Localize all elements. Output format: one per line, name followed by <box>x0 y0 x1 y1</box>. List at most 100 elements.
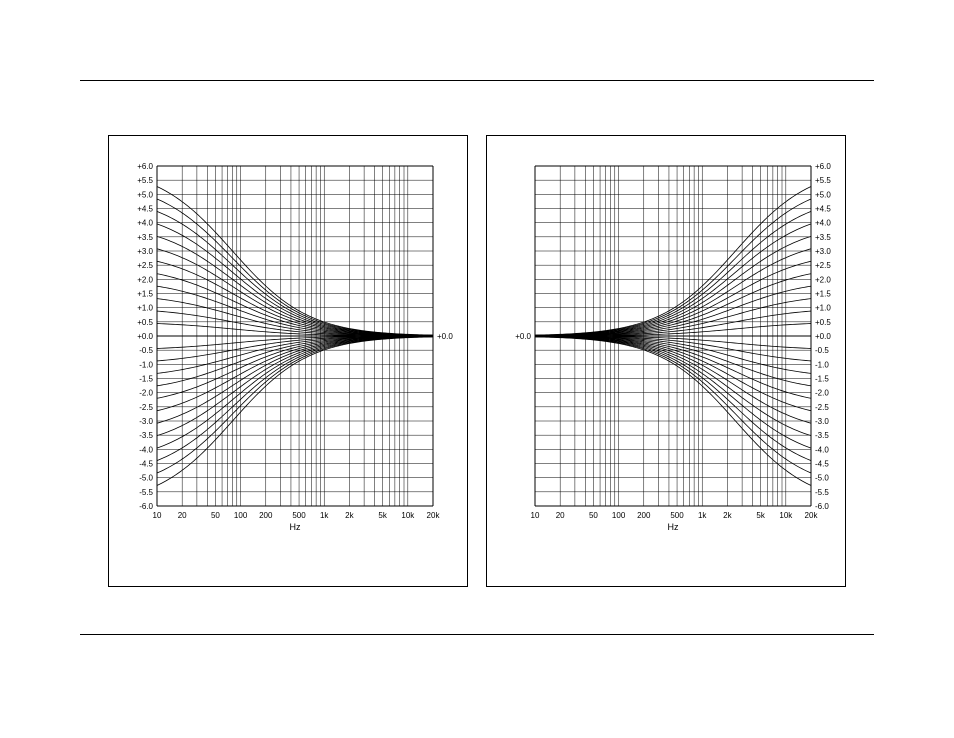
right-curve <box>535 337 811 473</box>
right-curve <box>535 311 811 336</box>
left-curve <box>157 336 433 361</box>
y-tick-label: +6.0 <box>815 162 831 171</box>
x-tick-label: 200 <box>637 511 651 520</box>
y-tick-label: +1.0 <box>815 304 831 313</box>
chart-panels: +6.0 +5.5 +5.0 +4.5 +4.0 +3.5 +3.0 +2.5 +2.0 +1.5… <box>108 135 846 587</box>
y-tick-label: +5.5 <box>815 176 831 185</box>
y-tick-label: +0.5 <box>137 318 153 327</box>
y-tick-label: -3.0 <box>815 417 829 426</box>
x-tick-label: 2k <box>723 511 732 520</box>
left-curve <box>157 336 433 398</box>
y-tick-label: -4.5 <box>139 460 153 469</box>
y-tick-label: +5.0 <box>137 190 153 199</box>
x-tick-label: 500 <box>670 511 684 520</box>
x-tick-label: 5k <box>756 511 765 520</box>
right-curve <box>535 336 811 361</box>
y-tick-label: -4.0 <box>139 445 153 454</box>
left-curve <box>157 299 433 336</box>
right-chart-panel: +6.0 +5.5 +5.0 +4.5 +4.0 +3.5 +3.0 +2.5 +2.0 +1.5… <box>486 135 846 587</box>
y-tick-label: +3.0 <box>815 247 831 256</box>
right-curve <box>535 336 811 398</box>
y-tick-label: -1.0 <box>815 360 829 369</box>
y-tick-label: +0.0 <box>815 332 831 341</box>
y-tick-label: +4.0 <box>137 219 153 228</box>
x-tick-label: 20k <box>805 511 819 520</box>
left-curve <box>157 224 433 335</box>
left-curve <box>157 211 433 335</box>
x-tick-label: 50 <box>589 511 598 520</box>
y-tick-label: -2.0 <box>815 389 829 398</box>
y-tick-label: -4.0 <box>815 445 829 454</box>
top-rule <box>80 80 874 81</box>
left-curve <box>157 199 433 335</box>
low-shelf-chart: +6.0+5.5+5.0+4.5+4.0+3.5+3.0+2.5+2.0+1.5… <box>109 136 467 586</box>
x-tick-label: 20k <box>427 511 441 520</box>
right-curve <box>535 299 811 336</box>
y-tick-label: +1.0 <box>137 304 153 313</box>
right-curve <box>535 336 811 373</box>
y-tick-label: -3.5 <box>139 431 153 440</box>
high-shelf-chart: +6.0 +5.5 +5.0 +4.5 +4.0 +3.5 +3.0 +2.5 +2.0 +1.5… <box>487 136 845 586</box>
y-tick-label: +1.5 <box>137 290 153 299</box>
y-tick-label: +4.0 <box>815 219 831 228</box>
y-tick-label: -4.5 <box>815 460 829 469</box>
y-tick-label: -1.5 <box>139 375 153 384</box>
left-curve <box>157 336 433 373</box>
y-tick-label: +4.5 <box>137 205 153 214</box>
y-tick-label: -6.0 <box>815 502 829 511</box>
y-tick-label: -2.5 <box>815 403 829 412</box>
y-tick-label: -2.0 <box>139 389 153 398</box>
y-tick-label: -1.5 <box>815 375 829 384</box>
x-tick-label: 10 <box>153 511 162 520</box>
right-curve <box>535 337 811 461</box>
x-tick-label: 50 <box>211 511 220 520</box>
left-curve <box>157 337 433 448</box>
y-tick-label: +0.5 <box>815 318 831 327</box>
x-axis-label: Hz <box>668 522 679 532</box>
y-tick-label: +2.5 <box>137 261 153 270</box>
right-curve <box>535 337 811 448</box>
y-tick-label: -6.0 <box>139 502 153 511</box>
y-tick-label: +5.0 <box>815 190 831 199</box>
x-tick-label: 20 <box>556 511 565 520</box>
y-tick-label: +4.5 <box>815 205 831 214</box>
page: { "layout": { "page_width": 954, "page_h… <box>0 0 954 738</box>
right-curve <box>535 199 811 335</box>
left-curve <box>157 337 433 461</box>
x-tick-label: 500 <box>292 511 306 520</box>
bottom-rule <box>80 634 874 635</box>
x-tick-label: 1k <box>698 511 707 520</box>
x-tick-label: 2k <box>345 511 354 520</box>
y-tick-label: +3.5 <box>815 233 831 242</box>
y-tick-label: +6.0 <box>137 162 153 171</box>
x-tick-label: 10k <box>401 511 415 520</box>
x-tick-label: 1k <box>320 511 329 520</box>
x-axis-label: Hz <box>290 522 301 532</box>
midline-label: +0.0 <box>437 332 453 341</box>
y-tick-label: -5.0 <box>815 474 829 483</box>
y-tick-label: -5.5 <box>815 488 829 497</box>
right-curve <box>535 224 811 335</box>
x-tick-label: 10k <box>779 511 793 520</box>
y-tick-label: -5.5 <box>139 488 153 497</box>
y-tick-label: -1.0 <box>139 360 153 369</box>
x-tick-label: 100 <box>234 511 248 520</box>
x-tick-label: 200 <box>259 511 273 520</box>
midline-label: +0.0 <box>515 332 531 341</box>
y-tick-label: +0.0 <box>137 332 153 341</box>
y-tick-label: +5.5 <box>137 176 153 185</box>
y-tick-label: -5.0 <box>139 474 153 483</box>
y-tick-label: +2.0 <box>815 275 831 284</box>
x-tick-label: 10 <box>531 511 540 520</box>
y-tick-label: -3.0 <box>139 417 153 426</box>
y-tick-label: +3.0 <box>137 247 153 256</box>
y-tick-label: +2.5 <box>815 261 831 270</box>
x-tick-label: 5k <box>378 511 387 520</box>
left-curve <box>157 274 433 336</box>
y-tick-label: -2.5 <box>139 403 153 412</box>
x-tick-label: 100 <box>612 511 626 520</box>
right-curve <box>535 274 811 336</box>
y-tick-label: +1.5 <box>815 290 831 299</box>
y-tick-label: +2.0 <box>137 275 153 284</box>
right-curve <box>535 211 811 335</box>
